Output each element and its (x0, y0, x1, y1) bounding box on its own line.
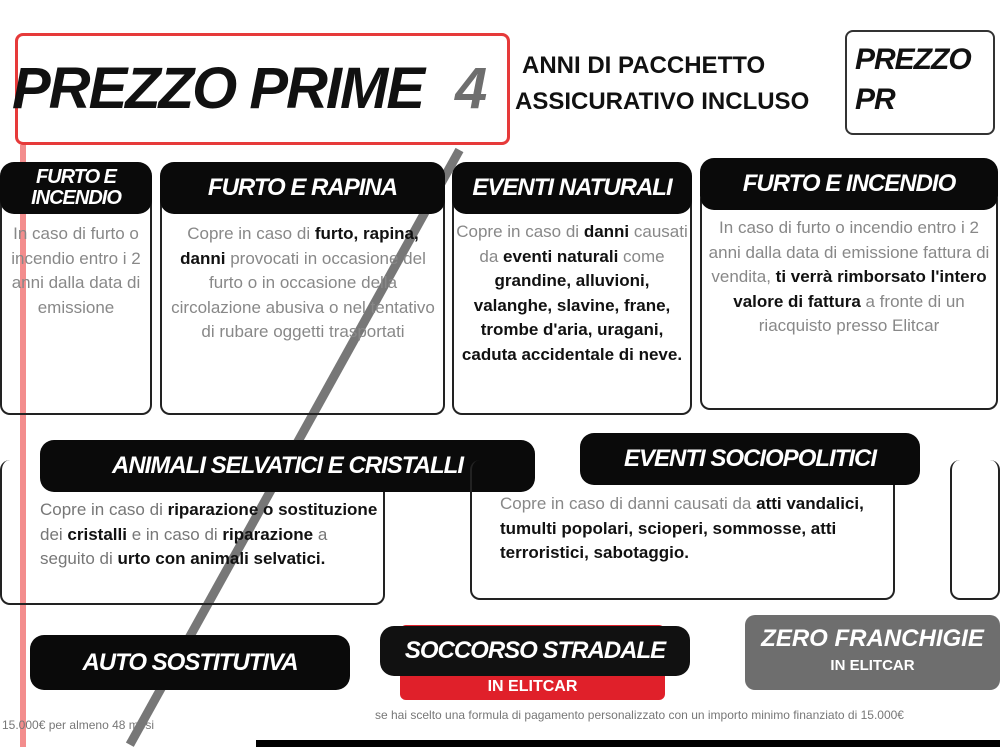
years-number: 4 (455, 56, 487, 121)
page-title: PREZZO PRIME (12, 56, 425, 121)
card-title: FURTO E INCENDIO (700, 158, 998, 210)
badge-auto-sostitutiva: AUTO SOSTITUTIVA (30, 635, 350, 690)
card-title: ANIMALI SELVATICI E CRISTALLI (40, 440, 535, 492)
card-title: FURTO E RAPINA (160, 162, 445, 214)
subtitle-line2: ASSICURATIVO INCLUSO (515, 88, 810, 115)
card-animali-cristalli (0, 460, 385, 605)
footnote-left: 15.000€ per almeno 48 mesi (2, 718, 155, 732)
badge-soccorso-stradale: SOCCORSO STRADALE (380, 626, 690, 676)
card-body: Copre in caso di furto, rapina, danni pr… (171, 224, 435, 341)
card-body: Copre in caso di riparazione o sostituzi… (40, 500, 378, 568)
card-body: In caso di furto o incendio entro i 2 an… (11, 224, 141, 317)
card-title: FURTO E INCENDIO (0, 162, 152, 214)
card-body: Copre in caso di danni causati da eventi… (456, 222, 688, 364)
footnote-right: se hai scelto una formula di pagamento p… (375, 708, 904, 722)
card-furto-incendio-left (0, 190, 152, 415)
card-eventi-naturali (452, 190, 692, 415)
red-divider (20, 145, 26, 747)
card-title: EVENTI SOCIOPOLITICI (580, 433, 920, 485)
zero-sub: IN ELITCAR (830, 657, 915, 674)
title-frame (15, 33, 510, 145)
card-fragment-right (950, 460, 1000, 600)
card-title: EVENTI NATURALI (452, 162, 692, 214)
soccorso-sub: IN ELITCAR (487, 678, 578, 695)
card-body: Copre in caso di danni causati da atti v… (500, 494, 864, 562)
card-furto-incendio-right (700, 190, 998, 410)
title-fragment: PREZZO PR (855, 43, 972, 116)
zero-title: ZERO FRANCHIGIE (761, 625, 984, 652)
subtitle-line1: ANNI DI PACCHETTO (522, 52, 766, 79)
card-furto-rapina (160, 190, 445, 415)
badge-zero-franchigie: ZERO FRANCHIGIE IN ELITCAR (745, 615, 1000, 690)
card-eventi-sociopolitici (470, 460, 895, 600)
card-body: In caso di furto o incendio entro i 2 an… (708, 218, 990, 335)
bottom-bar (256, 740, 1000, 747)
fragment-frame (845, 30, 995, 135)
